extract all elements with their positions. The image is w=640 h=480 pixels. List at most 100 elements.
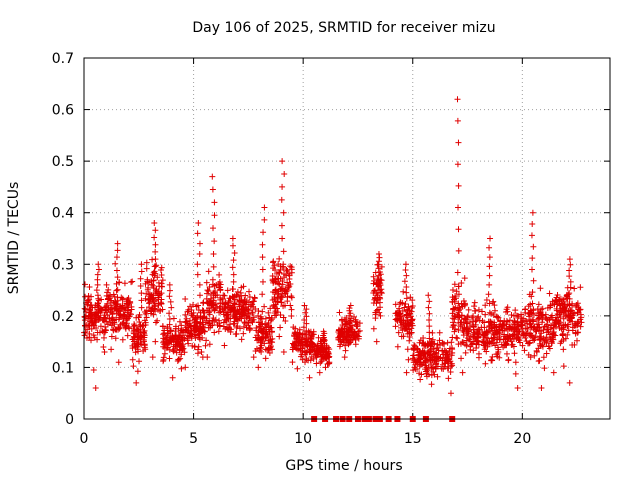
- data-point: [104, 300, 111, 307]
- data-point: [175, 356, 182, 363]
- data-point: [193, 326, 200, 333]
- data-point: [303, 327, 310, 334]
- data-point: [282, 318, 289, 325]
- data-point: [294, 365, 301, 372]
- data-point: [138, 290, 145, 297]
- data-point: [300, 324, 307, 331]
- data-point: [463, 320, 470, 327]
- data-point: [432, 349, 439, 356]
- data-point: [450, 319, 457, 326]
- x-axis-ticks: 0 5 10 15 20: [80, 58, 531, 447]
- data-point: [426, 316, 433, 323]
- data-point: [161, 341, 168, 348]
- data-point: [277, 324, 284, 331]
- data-point: [503, 317, 510, 324]
- data-point: [529, 289, 536, 296]
- data-point: [511, 350, 518, 357]
- data-point: [152, 248, 159, 255]
- data-point: [131, 322, 138, 329]
- data-point: [566, 256, 573, 263]
- data-point: [151, 234, 158, 241]
- data-point: [486, 281, 493, 288]
- data-point: [455, 139, 462, 146]
- data-point: [176, 318, 183, 325]
- data-point: [409, 304, 416, 311]
- data-point: [530, 277, 537, 284]
- data-point: [272, 298, 279, 305]
- data-point: [347, 323, 354, 330]
- data-point: [409, 355, 416, 362]
- data-point: [267, 343, 274, 350]
- data-point: [152, 303, 159, 310]
- data-point: [531, 352, 538, 359]
- data-point: [152, 227, 159, 234]
- data-point: [371, 277, 378, 284]
- data-point: [306, 329, 313, 336]
- data-point: [426, 329, 433, 336]
- data-point: [481, 332, 488, 339]
- data-point: [210, 263, 217, 270]
- data-point: [216, 284, 223, 291]
- data-point: [220, 296, 227, 303]
- data-point: [320, 328, 327, 335]
- data-point: [265, 345, 272, 352]
- data-point: [346, 305, 353, 312]
- data-point: [303, 320, 310, 327]
- data-point: [279, 235, 286, 242]
- data-point: [195, 307, 202, 314]
- data-point: [468, 341, 475, 348]
- data-point: [428, 381, 435, 388]
- data-point: [457, 319, 464, 326]
- x-tick-label: 10: [294, 431, 312, 447]
- data-point: [95, 266, 102, 273]
- data-point: [454, 335, 461, 342]
- data-point: [213, 282, 220, 289]
- data-point: [193, 318, 200, 325]
- data-point: [136, 311, 143, 318]
- y-tick-label: 0.5: [52, 154, 74, 170]
- data-point: [246, 315, 253, 322]
- data-point: [172, 332, 179, 339]
- data-point: [159, 323, 166, 330]
- data-point: [152, 241, 159, 248]
- data-point: [542, 337, 549, 344]
- data-point: [416, 339, 423, 346]
- data-point: [415, 354, 422, 361]
- data-point: [445, 365, 452, 372]
- data-point: [528, 323, 535, 330]
- data-point: [550, 329, 557, 336]
- data-point: [186, 333, 193, 340]
- data-point: [259, 278, 266, 285]
- data-point: [560, 322, 567, 329]
- data-point: [112, 302, 119, 309]
- data-point: [571, 322, 578, 329]
- data-point: [541, 365, 548, 372]
- data-point: [173, 338, 180, 345]
- data-point: [441, 340, 448, 347]
- data-point: [196, 292, 203, 299]
- data-point: [406, 337, 413, 344]
- data-point: [558, 309, 565, 316]
- data-point: [451, 312, 458, 319]
- data-point: [245, 307, 252, 314]
- data-point: [108, 346, 115, 353]
- data-point: [483, 296, 490, 303]
- data-point: [451, 306, 458, 313]
- grid: [84, 58, 610, 419]
- data-point: [144, 278, 151, 285]
- data-point: [482, 302, 489, 309]
- data-point: [157, 266, 164, 273]
- data-point: [108, 333, 115, 340]
- data-point: [403, 322, 410, 329]
- data-point: [250, 316, 257, 323]
- data-point: [142, 319, 149, 326]
- data-point: [405, 303, 412, 310]
- data-point: [260, 229, 267, 236]
- y-tick-label: 0: [65, 412, 74, 428]
- data-point: [258, 315, 265, 322]
- data-point: [173, 349, 180, 356]
- data-point: [100, 343, 107, 350]
- data-point: [323, 354, 330, 361]
- data-point: [170, 315, 177, 322]
- data-point: [220, 309, 227, 316]
